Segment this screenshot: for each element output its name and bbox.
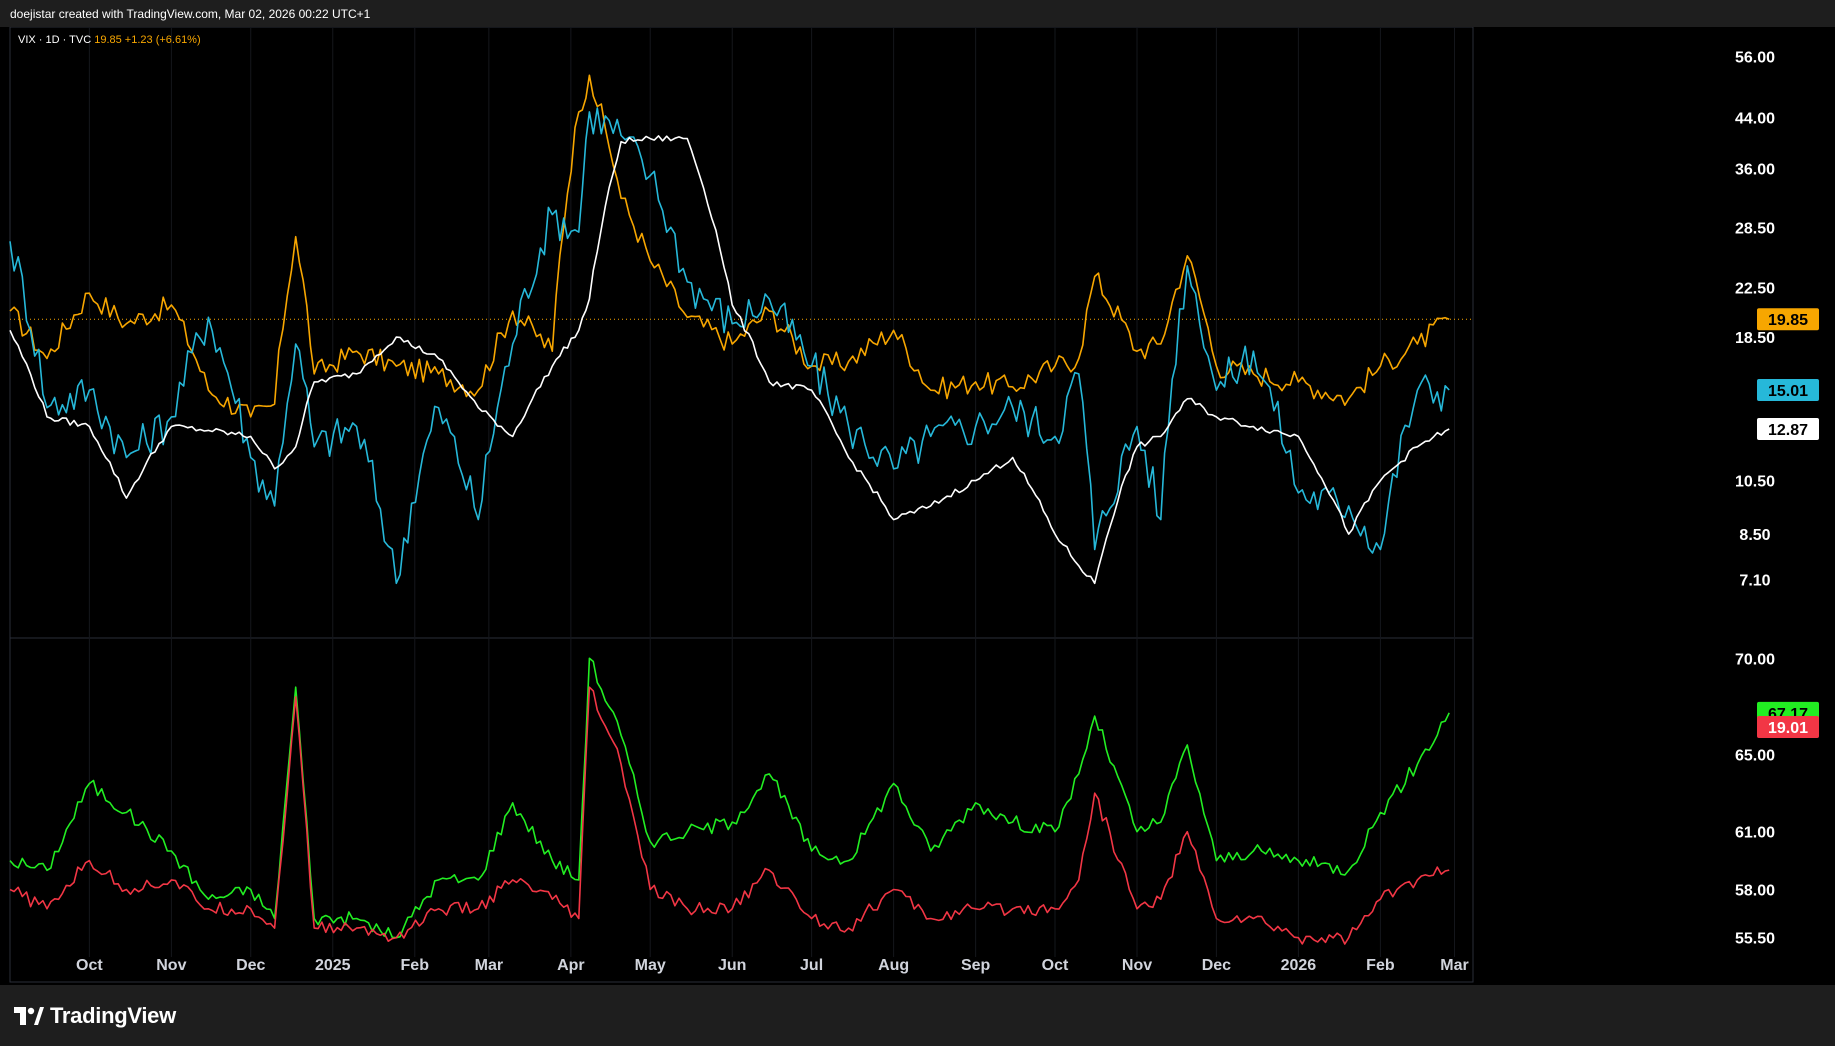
legend-value: 19.85 +1.23 (+6.61%): [94, 34, 201, 46]
x-tick-label: Mar: [1440, 957, 1468, 974]
tradingview-logo-icon: [14, 1007, 44, 1025]
y-tick-label-lower: 70.00: [1735, 651, 1775, 668]
indicator-green-line[interactable]: [9, 657, 1450, 939]
price-tag: [1757, 716, 1819, 738]
y-tick-label-lower: 65.00: [1735, 748, 1775, 765]
x-tick-label: Nov: [156, 957, 186, 974]
chart-canvas[interactable]: Oct Nov Dec 2025 Feb Mar Apr May Jun Jul Aug Sep Oct…: [0, 27, 1835, 985]
x-tick-label: Feb: [1366, 957, 1395, 974]
indicator-red-line[interactable]: [9, 686, 1450, 945]
x-tick-label: Apr: [557, 957, 585, 974]
header-bar: doejistar created with TradingView.com, …: [0, 0, 1835, 27]
footer-bar: TradingView: [0, 985, 1835, 1046]
price-tag: [1757, 418, 1819, 441]
x-tick-label: Dec: [1202, 957, 1231, 974]
symbol-legend[interactable]: VIX · 1D · TVC 19.85 +1.23 (+6.61%): [18, 34, 201, 46]
x-tick-label: Jul: [800, 957, 823, 974]
y-tick-label-upper: 8.50: [1739, 527, 1770, 544]
y-tick-label-upper: 36.00: [1735, 161, 1775, 178]
credit-text: doejistar created with TradingView.com, …: [10, 7, 371, 21]
plot-frame: [9, 27, 1474, 983]
x-tick-label: Oct: [76, 957, 103, 974]
y-tick-label-upper: 7.10: [1739, 573, 1770, 590]
tradingview-brand: TradingView: [50, 1003, 176, 1028]
y-tick-label-upper: 22.50: [1735, 280, 1775, 297]
price-tag-label: 12.87: [1768, 422, 1808, 439]
y-tick-label-upper: 18.50: [1735, 330, 1775, 347]
x-tick-label: May: [635, 957, 666, 974]
price-tag-label: 19.85: [1768, 312, 1808, 329]
y-tick-label-lower: 55.50: [1735, 931, 1775, 948]
x-tick-label: Dec: [236, 957, 265, 974]
price-tag: [1757, 379, 1819, 402]
y-tick-label-lower: 61.00: [1735, 825, 1775, 842]
x-tick-label: Mar: [475, 957, 503, 974]
vix-series-cyan-line[interactable]: [9, 107, 1450, 585]
price-tag-label: 15.01: [1768, 383, 1808, 400]
x-tick-label: Aug: [878, 957, 909, 974]
legend-symbol: VIX · 1D · TVC: [18, 34, 92, 46]
y-tick-label-upper: 56.00: [1735, 49, 1775, 66]
y-tick-label-upper: 28.50: [1735, 221, 1775, 238]
price-tag-label: 19.01: [1768, 720, 1808, 737]
x-tick-label: 2026: [1281, 957, 1317, 974]
tradingview-logo[interactable]: TradingView: [14, 1003, 176, 1029]
x-tick-label: Oct: [1042, 957, 1069, 974]
y-tick-label-lower: 58.00: [1735, 883, 1775, 900]
price-tag: [1757, 308, 1819, 331]
x-tick-label: Jun: [718, 957, 746, 974]
y-tick-label-upper: 44.00: [1735, 111, 1775, 128]
x-tick-label: Sep: [961, 957, 991, 974]
x-tick-label: Nov: [1122, 957, 1152, 974]
y-tick-label-upper: 10.50: [1735, 474, 1775, 491]
vix-series-white-line[interactable]: [9, 135, 1450, 585]
x-tick-label: 2025: [315, 957, 351, 974]
x-tick-label: Feb: [401, 957, 430, 974]
vix-line[interactable]: [9, 74, 1450, 418]
